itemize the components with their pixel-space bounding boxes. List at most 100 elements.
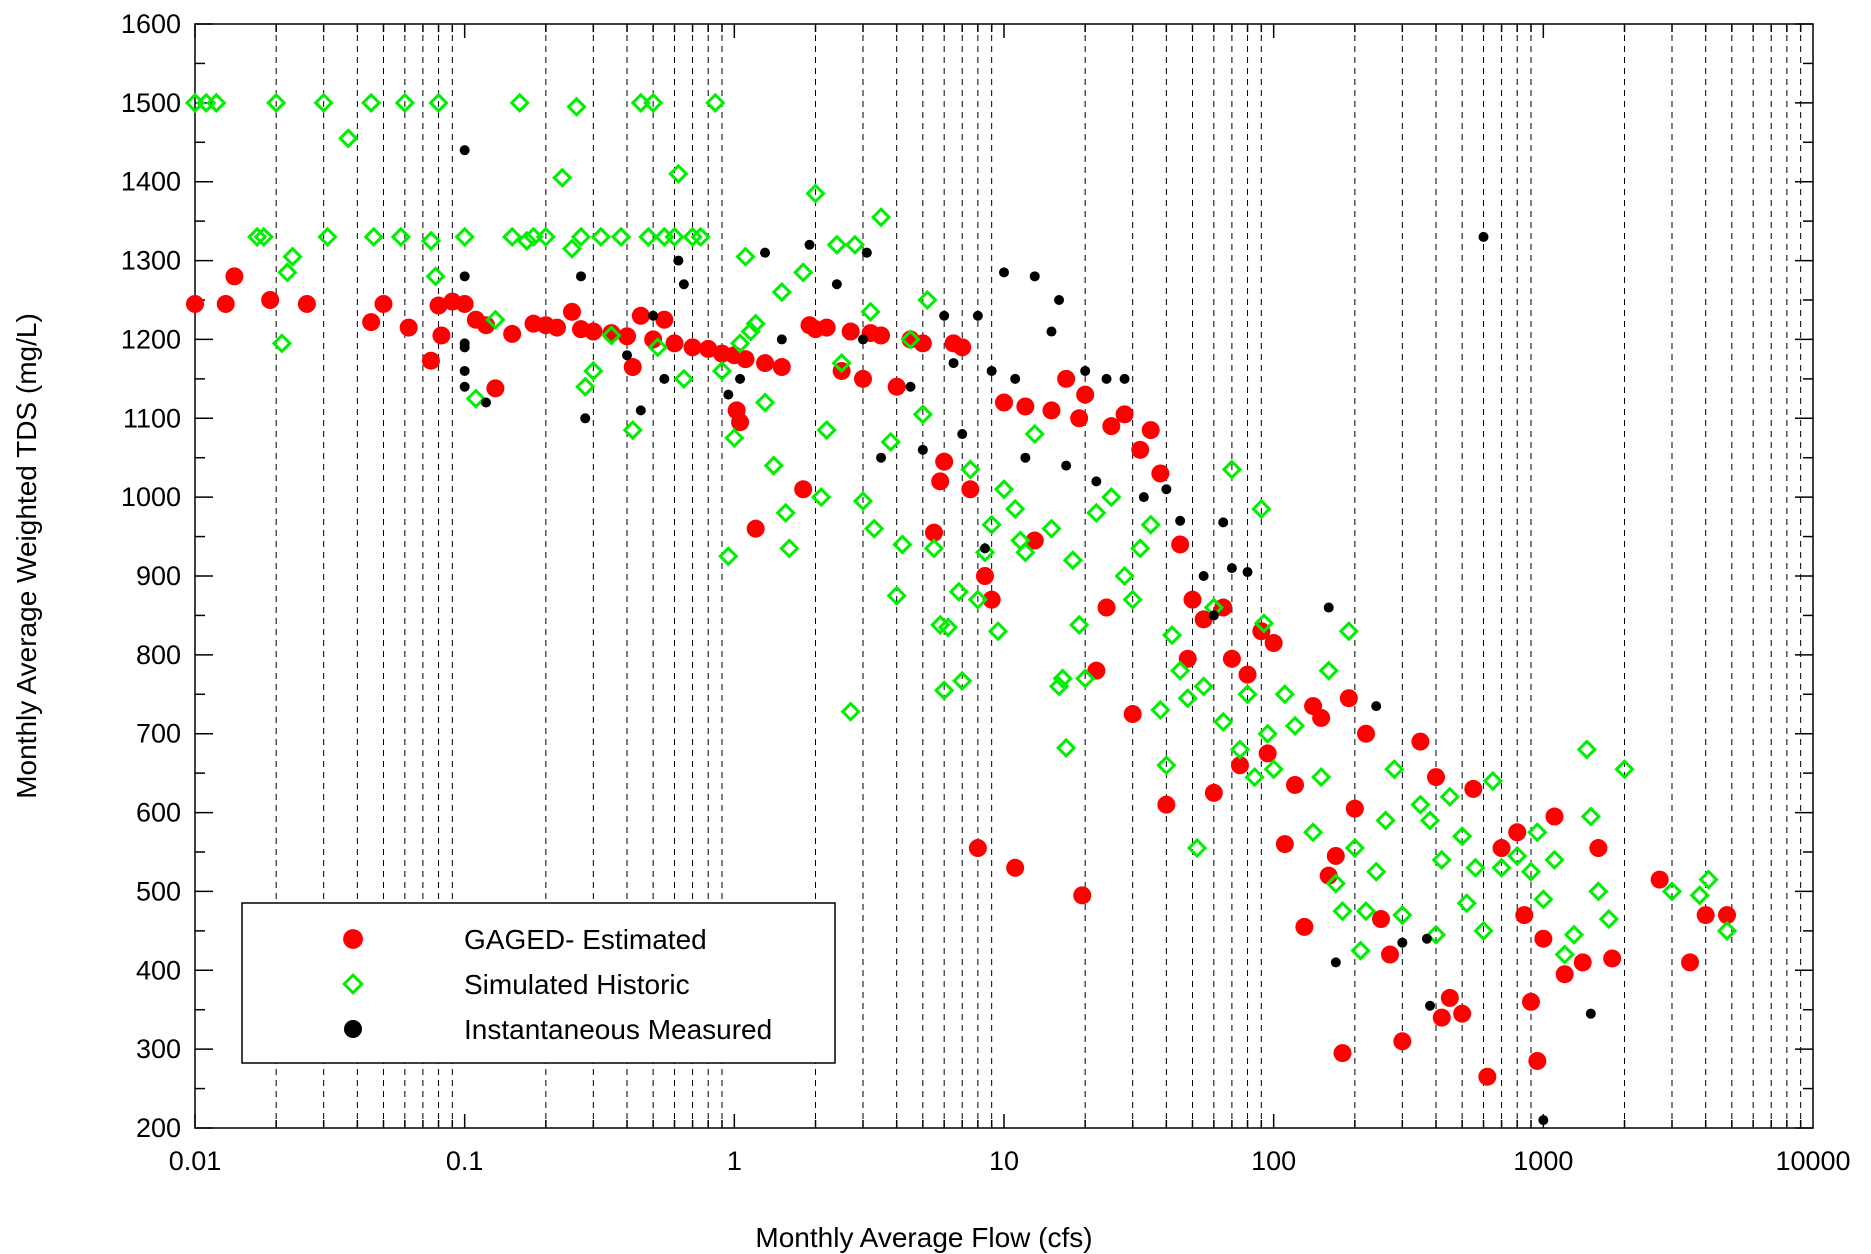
point-gaged-estimated <box>1333 1044 1352 1063</box>
point-instantaneous-measured <box>1371 701 1382 712</box>
point-gaged-estimated <box>374 294 393 313</box>
point-simulated-historic <box>934 680 955 701</box>
point-simulated-historic <box>811 487 832 508</box>
point-gaged-estimated <box>1545 807 1564 826</box>
point-simulated-historic <box>1716 920 1738 941</box>
point-simulated-historic <box>1130 538 1151 559</box>
point-instantaneous-measured <box>1101 373 1112 384</box>
point-instantaneous-measured <box>1242 567 1253 578</box>
point-simulated-historic <box>1274 684 1295 705</box>
point-simulated-historic <box>1221 459 1243 480</box>
point-simulated-historic <box>740 321 761 342</box>
point-instantaneous-measured <box>459 381 470 392</box>
point-simulated-historic <box>313 92 334 113</box>
point-instantaneous-measured <box>723 389 734 400</box>
data-points <box>184 92 1738 1126</box>
y-tick-label: 1600 <box>121 9 181 39</box>
point-gaged-estimated <box>1025 531 1044 550</box>
point-gaged-estimated <box>1183 590 1202 609</box>
point-gaged-estimated <box>1057 369 1076 388</box>
point-simulated-historic <box>886 585 907 606</box>
point-gaged-estimated <box>1339 689 1358 708</box>
point-simulated-historic <box>1177 688 1198 709</box>
point-simulated-historic <box>805 183 826 204</box>
point-instantaneous-measured <box>1054 295 1065 305</box>
point-gaged-estimated <box>756 354 775 373</box>
legend-item: Simulated Historic <box>342 969 690 1000</box>
point-instantaneous-measured <box>735 373 746 384</box>
y-tick-label: 500 <box>136 876 181 906</box>
point-simulated-historic <box>793 262 814 283</box>
point-gaged-estimated <box>1016 397 1035 416</box>
point-simulated-historic <box>1015 542 1036 563</box>
point-simulated-historic <box>1689 885 1710 906</box>
point-instantaneous-measured <box>939 310 950 321</box>
point-simulated-historic <box>363 226 384 248</box>
point-simulated-historic <box>1041 518 1062 539</box>
point-simulated-historic <box>923 538 945 559</box>
point-gaged-estimated <box>1534 929 1553 948</box>
point-gaged-estimated <box>924 523 943 542</box>
point-gaged-estimated <box>853 369 872 388</box>
point-instantaneous-measured <box>876 452 887 463</box>
x-tick-label: 0.1 <box>446 1146 484 1176</box>
point-simulated-historic <box>1588 881 1609 902</box>
point-gaged-estimated <box>1151 464 1170 483</box>
point-gaged-estimated <box>362 313 381 332</box>
point-simulated-historic <box>1338 621 1359 642</box>
point-simulated-historic <box>1598 908 1619 930</box>
point-gaged-estimated <box>655 310 674 329</box>
point-instantaneous-measured <box>1046 326 1057 337</box>
point-gaged-estimated <box>1345 799 1364 818</box>
point-gaged-estimated <box>421 351 440 370</box>
point-simulated-historic <box>465 388 486 409</box>
point-simulated-historic <box>1482 770 1504 792</box>
point-instantaneous-measured <box>1029 271 1040 282</box>
point-gaged-estimated <box>1295 917 1314 936</box>
point-instantaneous-measured <box>1226 563 1237 574</box>
point-gaged-estimated <box>1478 1067 1497 1086</box>
point-instantaneous-measured <box>1478 231 1489 242</box>
point-simulated-historic <box>1244 766 1265 788</box>
point-gaged-estimated <box>731 413 750 432</box>
point-gaged-estimated <box>225 267 244 286</box>
point-instantaneous-measured <box>972 310 983 321</box>
point-simulated-historic <box>552 167 573 188</box>
point-gaged-estimated <box>931 472 950 491</box>
point-gaged-estimated <box>968 839 987 858</box>
point-simulated-historic <box>1431 849 1452 871</box>
point-simulated-historic <box>654 226 675 248</box>
point-simulated-historic <box>664 226 685 248</box>
point-instantaneous-measured <box>760 247 771 258</box>
point-instantaneous-measured <box>459 342 470 353</box>
point-gaged-estimated <box>618 327 637 346</box>
point-instantaneous-measured <box>1080 365 1091 376</box>
point-simulated-historic <box>718 546 739 567</box>
point-instantaneous-measured <box>861 247 872 258</box>
point-simulated-historic <box>844 234 866 255</box>
point-instantaneous-measured <box>804 239 815 250</box>
point-simulated-historic <box>826 234 847 255</box>
point-simulated-historic <box>852 490 874 512</box>
point-simulated-historic <box>816 419 837 441</box>
point-gaged-estimated <box>995 393 1013 412</box>
point-simulated-historic <box>1355 901 1377 922</box>
point-simulated-historic <box>1024 423 1045 445</box>
point-instantaneous-measured <box>1397 937 1408 948</box>
point-instantaneous-measured <box>1421 933 1432 944</box>
point-gaged-estimated <box>1393 1032 1412 1051</box>
point-simulated-historic <box>282 246 303 267</box>
point-simulated-historic <box>361 92 382 113</box>
point-instantaneous-measured <box>857 334 868 345</box>
point-gaged-estimated <box>1492 839 1511 858</box>
point-instantaneous-measured <box>344 1020 362 1038</box>
point-simulated-historic <box>930 614 951 636</box>
point-simulated-historic <box>1284 715 1306 736</box>
point-simulated-historic <box>771 281 792 303</box>
point-gaged-estimated <box>1521 992 1540 1011</box>
point-gaged-estimated <box>297 294 316 313</box>
point-simulated-historic <box>864 518 885 539</box>
point-simulated-historic <box>425 266 446 287</box>
point-gaged-estimated <box>623 358 642 377</box>
point-simulated-historic <box>1410 794 1431 815</box>
